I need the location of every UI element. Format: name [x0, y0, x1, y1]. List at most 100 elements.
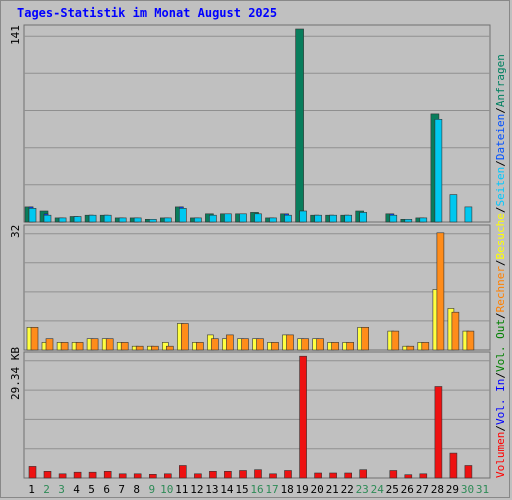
- x-tick-label: 13: [205, 483, 218, 496]
- bar-seiten-day-3: [58, 217, 67, 223]
- x-tick-label: 15: [235, 483, 248, 496]
- x-tick-label: 25: [386, 483, 399, 496]
- bar-seiten-day-16: [254, 213, 262, 223]
- bar-seiten-day-14: [224, 213, 232, 223]
- bar-seiten-day-15: [239, 213, 247, 223]
- x-tick-label: 28: [431, 483, 444, 496]
- bar-volumen-day-16: [254, 469, 262, 479]
- bar-rechner-day-30: [466, 330, 475, 351]
- x-tick-label: 22: [341, 483, 354, 496]
- bar-rechner-day-12: [196, 342, 204, 351]
- panel-top-background: [23, 24, 491, 223]
- bar-seiten-day-1: [28, 208, 37, 223]
- bar-rechner-day-17: [271, 342, 279, 351]
- x-tick-label: 26: [401, 483, 414, 496]
- bar-rechner-day-19: [301, 338, 309, 351]
- bar-volumen-day-6: [103, 470, 112, 479]
- x-tick-label: 21: [326, 483, 339, 496]
- bar-rechner-day-15: [241, 338, 249, 351]
- bar-volumen-day-12: [194, 473, 202, 479]
- bar-volumen-day-1: [28, 466, 37, 479]
- x-tick-label: 17: [265, 483, 278, 496]
- x-tick-label: 12: [190, 483, 203, 496]
- x-tick-label: 8: [133, 483, 140, 496]
- bar-volumen-day-23: [359, 469, 368, 479]
- x-tick-label: 19: [295, 483, 308, 496]
- bar-volumen-day-18: [284, 470, 292, 479]
- bar-seiten-day-19: [299, 210, 307, 223]
- bar-volumen-day-26: [404, 474, 413, 479]
- bar-seiten-day-22: [344, 214, 353, 223]
- x-tick-label: 29: [446, 483, 459, 496]
- bar-rechner-day-27: [421, 342, 430, 351]
- bar-volumen-day-2: [43, 470, 52, 479]
- bar-volumen-day-22: [344, 472, 353, 479]
- bar-seiten-day-11: [179, 208, 187, 223]
- bar-rechner-day-18: [286, 334, 294, 351]
- bar-volumen-day-19: [299, 355, 307, 479]
- bar-seiten-day-4: [73, 216, 82, 223]
- bar-rechner-day-2: [45, 338, 54, 351]
- bar-seiten-day-6: [103, 214, 112, 223]
- bar-rechner-day-16: [256, 338, 264, 351]
- bar-seiten-day-9: [149, 219, 157, 223]
- bar-seiten-day-12: [194, 217, 202, 223]
- x-tick-label: 23: [356, 483, 369, 496]
- x-tick-label: 24: [371, 483, 385, 496]
- bar-seiten-day-30: [464, 206, 473, 223]
- bar-seiten-day-27: [419, 217, 428, 223]
- bar-rechner-day-6: [105, 338, 114, 351]
- x-tick-label: 11: [175, 483, 188, 496]
- bar-seiten-day-20: [314, 214, 322, 223]
- x-tick-label: 3: [58, 483, 65, 496]
- bar-volumen-day-10: [164, 473, 172, 479]
- bar-seiten-day-13: [209, 214, 217, 223]
- x-tick-label: 10: [160, 483, 173, 496]
- bar-seiten-day-5: [88, 214, 97, 223]
- bar-volumen-day-25: [389, 470, 398, 479]
- bar-rechner-day-8: [135, 345, 144, 351]
- x-tick-label: 27: [416, 483, 429, 496]
- bar-volumen-day-14: [224, 470, 232, 479]
- bar-volumen-day-21: [329, 472, 337, 479]
- bar-volumen-day-9: [149, 473, 157, 479]
- panel-middle-background: [23, 224, 491, 351]
- bar-volumen-day-13: [209, 470, 217, 479]
- bar-volumen-day-7: [118, 473, 127, 479]
- bar-volumen-day-29: [449, 452, 458, 479]
- bar-seiten-day-17: [269, 217, 277, 223]
- bar-rechner-day-10: [166, 345, 174, 351]
- bar-seiten-day-23: [359, 212, 368, 223]
- bar-seiten-day-29: [449, 194, 458, 223]
- x-tick-label: 7: [118, 483, 125, 496]
- bar-rechner-day-29: [451, 311, 460, 351]
- bar-seiten-day-28: [434, 119, 443, 223]
- bar-volumen-day-5: [88, 471, 97, 479]
- bar-volumen-day-15: [239, 470, 247, 479]
- x-tick-label: 20: [310, 483, 323, 496]
- bar-rechner-day-21: [331, 342, 339, 351]
- bar-rechner-day-4: [75, 342, 84, 351]
- bar-rechner-day-20: [316, 338, 324, 351]
- bar-rechner-day-23: [361, 326, 370, 351]
- bar-rechner-day-1: [30, 326, 39, 351]
- x-tick-label: 31: [476, 483, 489, 496]
- bar-rechner-day-28: [436, 232, 445, 351]
- bar-volumen-day-30: [464, 465, 473, 479]
- bar-rechner-day-25: [391, 330, 400, 351]
- x-tick-label: 9: [148, 483, 155, 496]
- bar-rechner-day-14: [226, 334, 234, 351]
- x-tick-label: 14: [220, 483, 234, 496]
- chart-title: Tages-Statistik im Monat August 2025: [17, 6, 278, 20]
- x-tick-label: 16: [250, 483, 263, 496]
- x-tick-label: 4: [73, 483, 80, 496]
- bar-seiten-day-18: [284, 214, 292, 223]
- bar-seiten-day-26: [404, 219, 413, 223]
- bar-volumen-day-17: [269, 473, 277, 479]
- x-tick-label: 2: [43, 483, 50, 496]
- panel-bottom-background: [23, 351, 491, 479]
- bar-rechner-day-3: [60, 342, 69, 351]
- bar-rechner-day-5: [90, 338, 99, 351]
